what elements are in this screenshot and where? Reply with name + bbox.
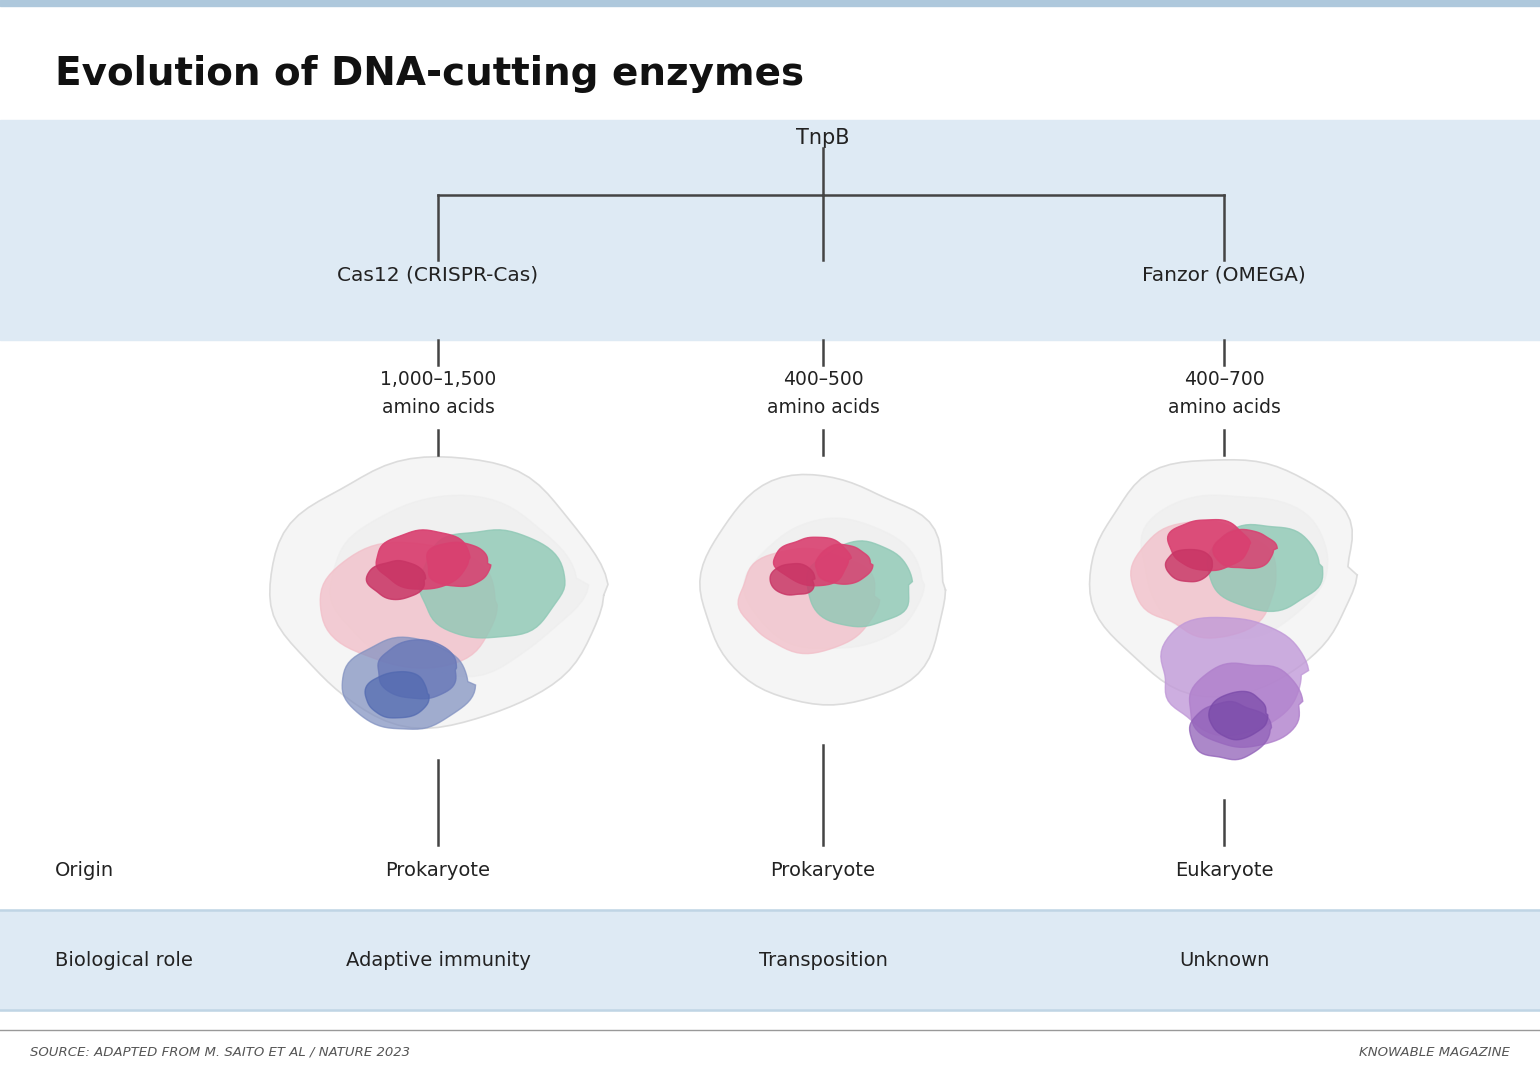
Polygon shape [367, 561, 425, 599]
Text: 400–500
amino acids: 400–500 amino acids [767, 370, 879, 417]
Polygon shape [807, 541, 912, 627]
Polygon shape [773, 537, 852, 585]
Polygon shape [330, 495, 588, 676]
Polygon shape [816, 545, 873, 584]
Polygon shape [427, 542, 491, 586]
Text: Prokaryote: Prokaryote [770, 860, 876, 880]
Polygon shape [365, 672, 430, 718]
Text: Transposition: Transposition [759, 950, 887, 969]
Polygon shape [419, 530, 565, 638]
Text: Fanzor (OMEGA): Fanzor (OMEGA) [1143, 265, 1306, 284]
Polygon shape [1214, 530, 1277, 568]
Text: 1,000–1,500
amino acids: 1,000–1,500 amino acids [380, 370, 496, 417]
Polygon shape [320, 542, 497, 668]
Polygon shape [744, 518, 924, 648]
Text: TnpB: TnpB [796, 128, 850, 148]
Bar [0, 910, 1540, 1010]
Polygon shape [342, 637, 476, 730]
Polygon shape [376, 530, 470, 590]
Polygon shape [738, 548, 879, 654]
Polygon shape [377, 640, 456, 699]
Text: Eukaryote: Eukaryote [1175, 860, 1274, 880]
Text: Evolution of DNA-cutting enzymes: Evolution of DNA-cutting enzymes [55, 55, 804, 93]
Polygon shape [699, 474, 946, 705]
Text: Cas12 (CRISPR-Cas): Cas12 (CRISPR-Cas) [337, 265, 539, 284]
Bar [0, 0, 1540, 6]
Text: SOURCE: ADAPTED FROM M. SAITO ET AL / NATURE 2023: SOURCE: ADAPTED FROM M. SAITO ET AL / NA… [29, 1045, 410, 1058]
Polygon shape [1189, 702, 1272, 760]
Polygon shape [1189, 663, 1303, 747]
Polygon shape [1167, 520, 1250, 570]
Text: Unknown: Unknown [1178, 950, 1269, 969]
Polygon shape [270, 457, 608, 729]
Text: Adaptive immunity: Adaptive immunity [345, 950, 530, 969]
Polygon shape [1090, 460, 1357, 697]
Polygon shape [770, 564, 815, 595]
Text: Biological role: Biological role [55, 950, 192, 969]
Text: 400–700
amino acids: 400–700 amino acids [1167, 370, 1280, 417]
Polygon shape [1141, 495, 1327, 639]
Polygon shape [1130, 521, 1277, 638]
Text: Prokaryote: Prokaryote [385, 860, 491, 880]
Polygon shape [1161, 617, 1309, 736]
Bar [0, 120, 1540, 340]
Text: Origin: Origin [55, 860, 114, 880]
Polygon shape [1166, 550, 1212, 582]
Text: KNOWABLE MAGAZINE: KNOWABLE MAGAZINE [1360, 1045, 1511, 1058]
Polygon shape [1209, 691, 1267, 739]
Polygon shape [1207, 524, 1323, 611]
